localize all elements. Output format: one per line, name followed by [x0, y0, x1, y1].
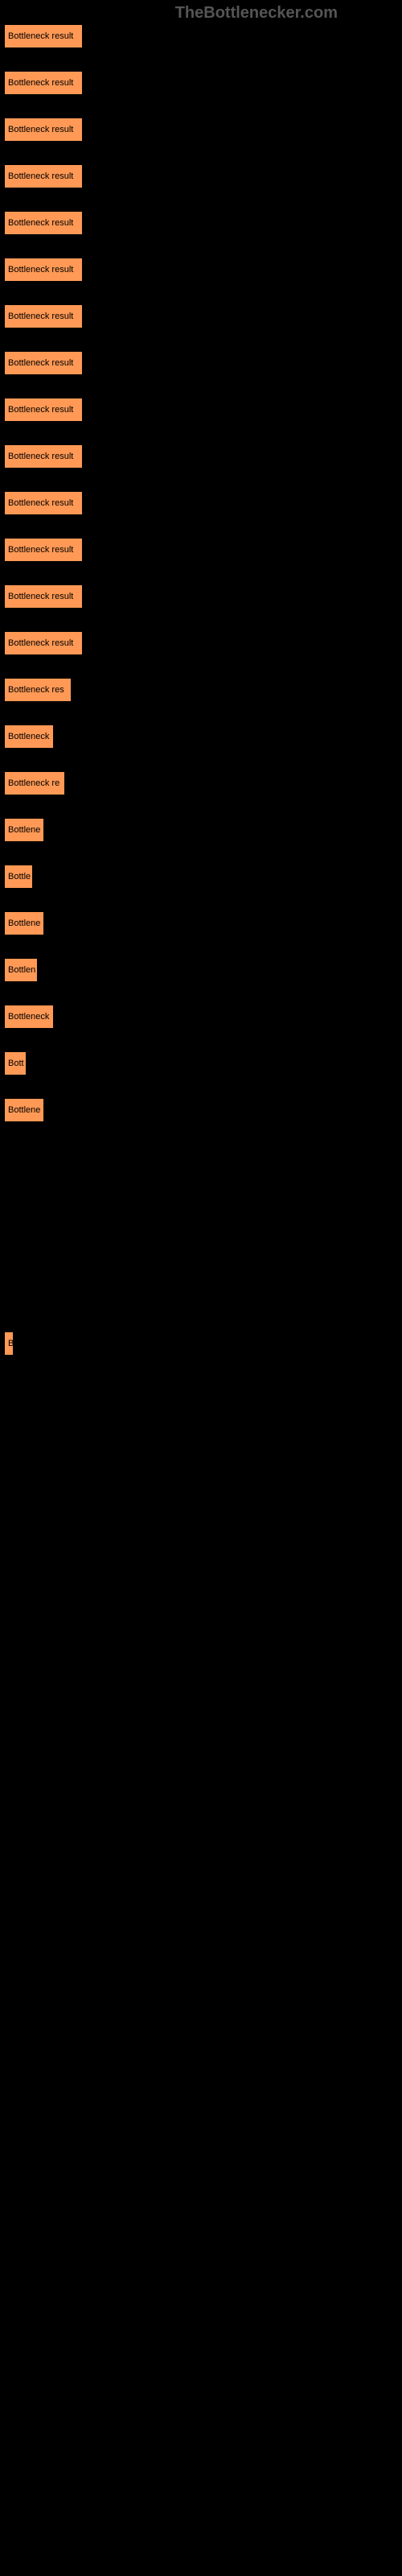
- bar-row: Bottleneck re: [4, 771, 398, 795]
- chart-bar: Bottlene: [4, 1098, 44, 1122]
- chart-bar: Bottleneck result: [4, 538, 83, 562]
- bar-row: Bottleneck result: [4, 118, 398, 142]
- bar-row: Bottleneck result: [4, 538, 398, 562]
- chart-bar: Bottleneck result: [4, 304, 83, 328]
- chart-bar: Bottle: [4, 865, 33, 889]
- chart-bar: Bottlene: [4, 911, 44, 935]
- bar-row: Bottleneck res: [4, 678, 398, 702]
- chart-bar: Bottleneck result: [4, 491, 83, 515]
- bar-row: Bottleneck result: [4, 351, 398, 375]
- bar-row: Bottlene: [4, 1098, 398, 1122]
- chart-bar: Bottleneck result: [4, 71, 83, 95]
- bar-row: [4, 1238, 398, 1262]
- bar-row: Bottleneck result: [4, 584, 398, 609]
- chart-bar: Bottleneck: [4, 724, 54, 749]
- bar-row: Bottleneck result: [4, 631, 398, 655]
- bar-row: B: [4, 1331, 398, 1356]
- chart-bar: Bottleneck result: [4, 118, 83, 142]
- bar-row: Bottlene: [4, 911, 398, 935]
- bar-row: Bottleneck result: [4, 211, 398, 235]
- chart-bar: Bott: [4, 1051, 27, 1075]
- bar-row: Bottleneck result: [4, 24, 398, 48]
- chart-bar: Bottleneck re: [4, 771, 65, 795]
- chart-bar: Bottleneck: [4, 1005, 54, 1029]
- bar-row: Bottleneck result: [4, 164, 398, 188]
- chart-bar: Bottleneck result: [4, 211, 83, 235]
- bar-row: Bott: [4, 1051, 398, 1075]
- bar-row: Bottleneck result: [4, 304, 398, 328]
- chart-bar: Bottlene: [4, 818, 44, 842]
- chart-bar: B: [4, 1331, 14, 1356]
- chart-bar: Bottleneck result: [4, 398, 83, 422]
- chart-bar: Bottleneck result: [4, 584, 83, 609]
- bar-row: Bottlene: [4, 818, 398, 842]
- bar-row: Bottlen: [4, 958, 398, 982]
- chart-bar: Bottleneck result: [4, 24, 83, 48]
- chart-bar: Bottleneck result: [4, 258, 83, 282]
- chart-bar: Bottleneck res: [4, 678, 72, 702]
- chart-bar: Bottleneck result: [4, 164, 83, 188]
- bar-row: [4, 1285, 398, 1309]
- bar-row: Bottleneck result: [4, 444, 398, 469]
- bar-row: Bottleneck result: [4, 491, 398, 515]
- watermark-text: TheBottlenecker.com: [175, 4, 338, 23]
- bar-row: Bottle: [4, 865, 398, 889]
- chart-bar: Bottleneck result: [4, 444, 83, 469]
- bar-row: Bottleneck result: [4, 71, 398, 95]
- chart-bar: Bottleneck result: [4, 351, 83, 375]
- bar-row: Bottleneck result: [4, 258, 398, 282]
- chart-bar: Bottleneck result: [4, 631, 83, 655]
- bar-row: Bottleneck: [4, 724, 398, 749]
- bar-row: [4, 1191, 398, 1216]
- chart-container: Bottleneck result Bottleneck result Bottle…: [0, 0, 402, 1382]
- chart-bar: Bottlen: [4, 958, 38, 982]
- bar-row: Bottleneck: [4, 1005, 398, 1029]
- bar-row: Bottleneck result: [4, 398, 398, 422]
- bar-row: [4, 1145, 398, 1169]
